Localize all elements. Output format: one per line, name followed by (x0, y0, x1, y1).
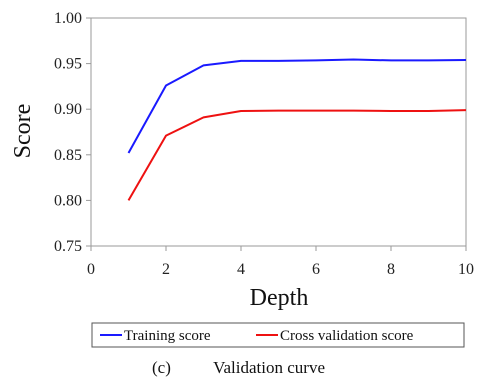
y-tick-label: 0.90 (54, 101, 82, 118)
y-tick-label: 1.00 (54, 10, 82, 27)
legend-label: Training score (124, 328, 211, 344)
x-tick-label: 10 (458, 261, 474, 278)
cross-validation-score-line (127, 109, 467, 201)
x-tick-label: 8 (387, 261, 395, 278)
legend-label: Cross validation score (280, 328, 414, 344)
figure-caption: (c) Validation curve (0, 358, 477, 378)
series-layer (127, 58, 467, 201)
x-axis-label: Depth (250, 285, 309, 311)
caption-text: Validation curve (213, 358, 325, 377)
y-axis-label: Score (10, 104, 36, 159)
caption-label: (c) (151, 358, 171, 377)
y-tick-label: 0.95 (54, 56, 82, 73)
plot-area (90, 17, 467, 247)
training-score-line (127, 58, 467, 154)
legend: Training score Cross validation score (91, 322, 465, 348)
plot-border (90, 17, 467, 247)
y-tick-label: 0.75 (54, 238, 82, 255)
x-tick-label: 0 (87, 261, 95, 278)
x-tick-label: 6 (312, 261, 320, 278)
x-tick-label: 4 (237, 261, 245, 278)
y-tick-label: 0.80 (54, 192, 82, 209)
tick-labels: 0.75 0.80 0.85 0.90 0.95 1.00 0 2 4 6 8 10 (54, 10, 474, 278)
x-tick-label: 2 (162, 261, 170, 278)
y-tick-label: 0.85 (54, 147, 82, 164)
